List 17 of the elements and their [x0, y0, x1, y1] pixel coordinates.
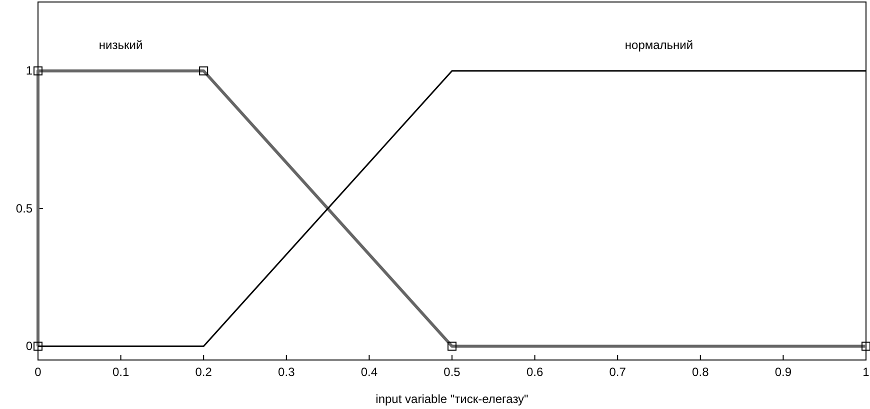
x-tick-label: 0.3 [278, 365, 296, 380]
series-label: нормальний [624, 38, 694, 52]
x-tick-label: 1 [862, 365, 870, 380]
y-tick-label: 1 [26, 64, 33, 78]
x-axis-title: input variable "тиск-елегазу" [376, 392, 528, 406]
x-tick-label: 0.1 [112, 365, 130, 380]
x-tick-label: 0.5 [444, 365, 461, 380]
y-tick-label: 0 [26, 339, 33, 354]
x-tick-label: 0.2 [195, 365, 212, 380]
x-tick-label: 0.6 [526, 365, 544, 380]
x-tick-label: 0.4 [360, 365, 378, 380]
x-tick-label: 0 [34, 365, 42, 380]
x-tick-label: 0.7 [609, 365, 626, 380]
x-tick-label: 0.8 [692, 365, 710, 380]
x-tick-label: 0.9 [774, 365, 792, 380]
y-tick-label: 0.5 [16, 201, 33, 216]
series-label: низький [98, 38, 143, 52]
